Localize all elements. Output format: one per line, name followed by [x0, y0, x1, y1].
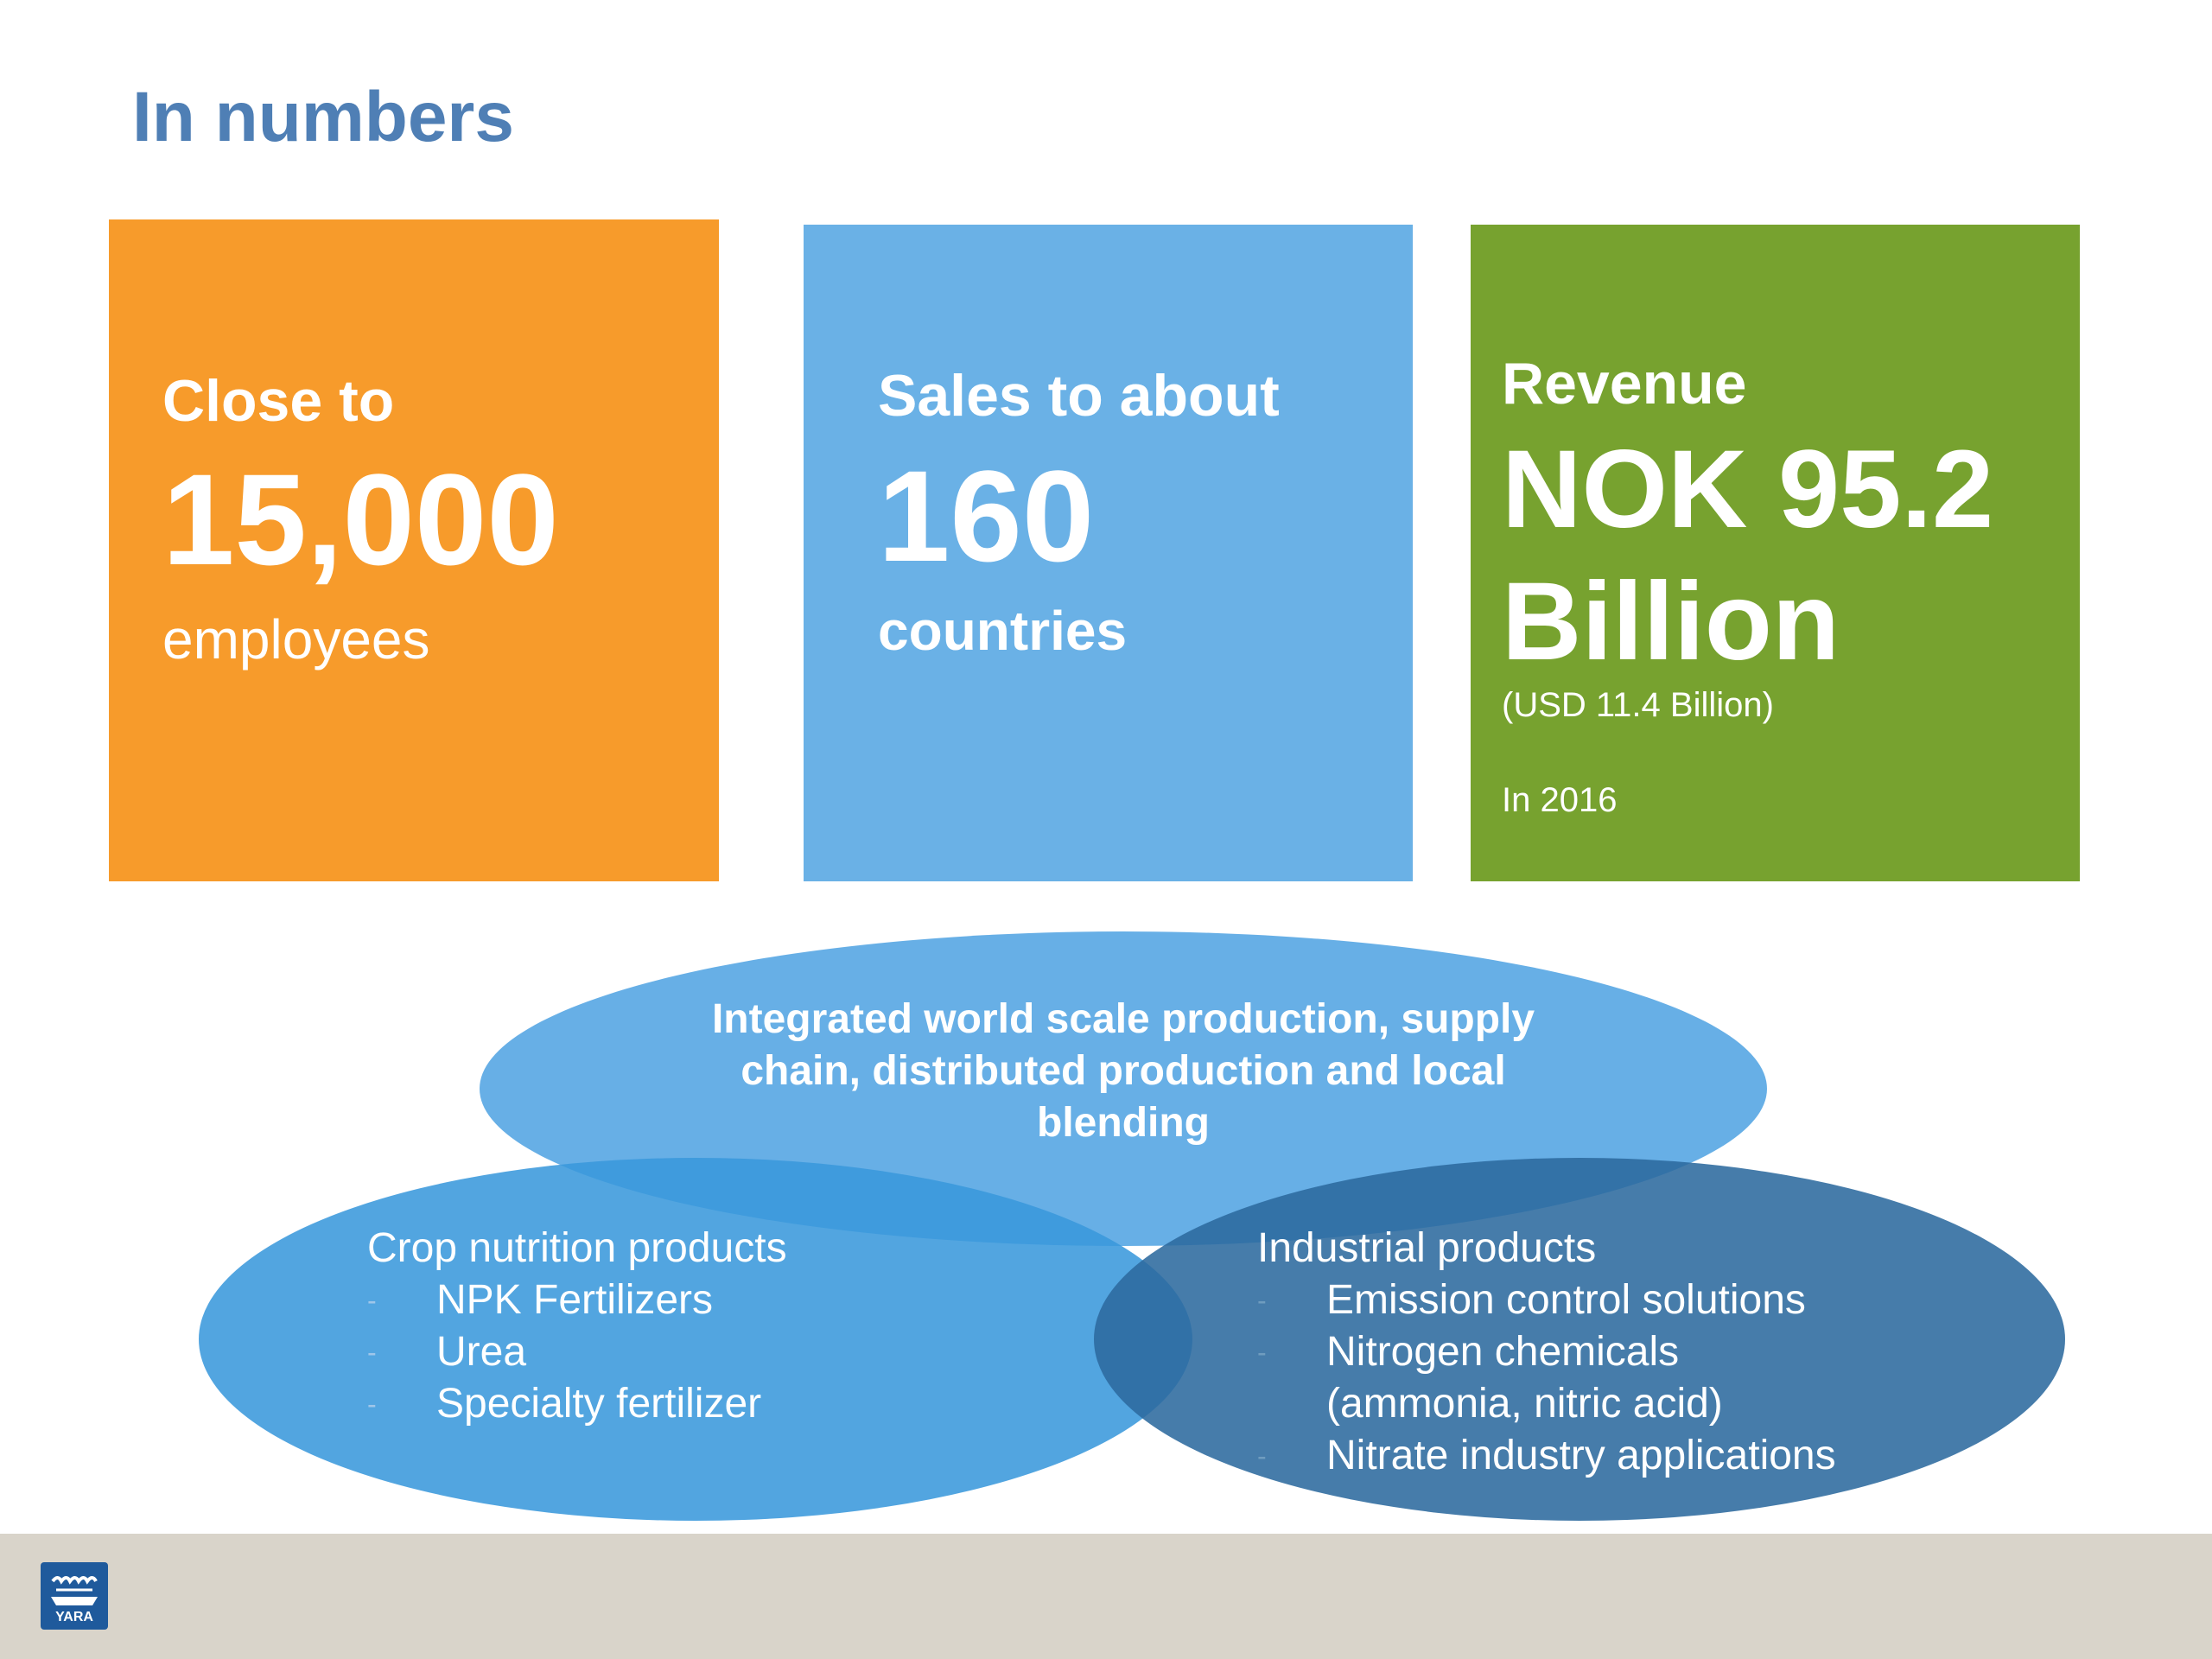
venn-top-text: Integrated world scale production, suppl… [711, 996, 1535, 1146]
revenue-value-line1: NOK 95.2 [1502, 428, 1994, 551]
dash-bullet: - [1257, 1285, 1267, 1316]
logo-text: YARA [55, 1610, 93, 1624]
revenue-usd: (USD 11.4 Billion) [1502, 686, 1774, 724]
venn-left-ellipse [199, 1158, 1192, 1521]
list-item-continuation: (ammonia, nitric acid) [1326, 1381, 1723, 1427]
venn-right-ellipse [1094, 1158, 2065, 1521]
list-item: - Nitrate industry applications [1257, 1430, 1836, 1482]
revenue-value-line2: Billion [1502, 560, 1840, 683]
employees-lead: Close to [162, 368, 395, 434]
industrial-products-list: Industrial products - Emission control so… [1257, 1223, 1836, 1482]
countries-card: Sales to about 160 countries [804, 225, 1413, 881]
list-item: - Specialty fertilizer [367, 1378, 787, 1430]
viking-ship-icon [51, 1576, 98, 1605]
industrial-products-heading: Industrial products [1257, 1225, 1597, 1271]
countries-lead: Sales to about [878, 363, 1280, 429]
dash-bullet: - [367, 1337, 377, 1368]
employees-card: Close to 15,000 employees [109, 219, 719, 881]
countries-value: 160 [878, 443, 1095, 588]
countries-unit: countries [878, 600, 1128, 662]
list-item: - Urea [367, 1326, 787, 1378]
list-item: - NPK Fertilizers [367, 1274, 787, 1326]
list-item: - Nitrogen chemicals [1257, 1326, 1836, 1378]
dash-bullet: - [1257, 1440, 1267, 1471]
page-title: In numbers [132, 78, 514, 156]
employees-unit: employees [162, 608, 430, 671]
crop-nutrition-heading: Crop nutrition products [367, 1225, 787, 1271]
list-item: - Emission control solutions [1257, 1274, 1836, 1326]
revenue-year: In 2016 [1502, 781, 1618, 819]
dash-bullet: - [367, 1389, 377, 1420]
dash-bullet: - [367, 1285, 377, 1316]
dash-bullet: - [1257, 1337, 1267, 1368]
yara-logo: YARA [41, 1562, 108, 1630]
footer-bar [0, 1534, 2212, 1659]
revenue-card: Revenue NOK 95.2 Billion (USD 11.4 Billi… [1471, 225, 2080, 881]
employees-value: 15,000 [162, 447, 559, 592]
revenue-lead: Revenue [1502, 351, 1747, 416]
crop-nutrition-list: Crop nutrition products - NPK Fertilizers… [367, 1223, 787, 1430]
